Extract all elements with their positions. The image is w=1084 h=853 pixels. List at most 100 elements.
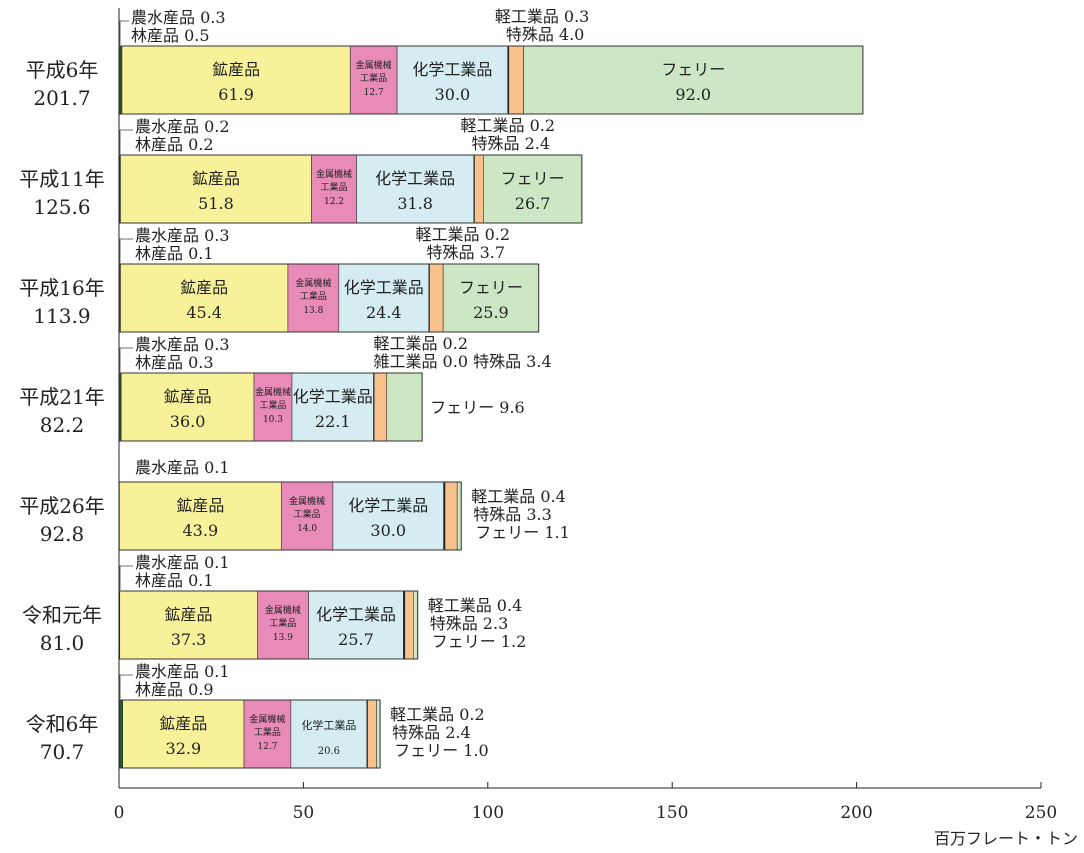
segment-label-metal-line2: 工業品	[360, 72, 387, 84]
callout-forest: 林産品 0.5	[131, 26, 210, 45]
callout-special: 特殊品 3.7	[427, 243, 506, 262]
bar-segment-chem	[356, 154, 475, 224]
segment-label-mineral: 鉱産品	[192, 169, 240, 188]
segment-label-metal-line2: 工業品	[321, 181, 348, 193]
x-tick-label: 200	[840, 803, 872, 823]
bar-segment-special	[474, 154, 484, 224]
labels-layer: 平成6年201.7鉱産品61.9金属機械工業品12.7化学工業品30.0フェリー…	[19, 7, 725, 764]
segment-label-metal-line1: 金属機械	[249, 713, 285, 725]
bar-segment-mineral	[120, 263, 289, 333]
callout-agri: 農水産品 0.3	[135, 226, 230, 245]
data-label-metal: 12.2	[324, 197, 344, 207]
bar-segment-special	[367, 699, 377, 769]
bar-group	[118, 481, 462, 551]
x-axis: 0 50 100 150 200 250	[114, 8, 1057, 823]
x-tick-label: 150	[656, 803, 688, 823]
x-tick-label: 100	[472, 803, 504, 823]
data-label-metal: 13.9	[273, 633, 293, 643]
bar-segment-ferry	[523, 45, 864, 115]
segment-label-metal-line2: 工業品	[300, 290, 327, 302]
x-axis-title: 百万フレート・トン	[934, 829, 1078, 848]
data-label-mineral: 36.0	[170, 412, 206, 431]
category-total: 70.7	[40, 740, 85, 764]
x-tick-label: 0	[114, 803, 125, 823]
data-label-ferry: 26.7	[515, 194, 551, 213]
callout-agri: 農水産品 0.1	[135, 553, 230, 572]
callout-forest: 林産品 0.9	[135, 680, 214, 699]
category-label: 平成21年	[19, 385, 104, 409]
data-label-metal: 10.3	[263, 415, 283, 425]
data-label-ferry: 25.9	[473, 303, 509, 322]
bar-segment-mineral	[119, 590, 258, 660]
callout-special: 特殊品 2.4	[392, 723, 471, 742]
callout-special: 特殊品 4.0	[506, 25, 585, 44]
bar-segment-mineral	[119, 481, 282, 551]
data-label-chem: 24.4	[366, 303, 402, 322]
bar-segment-ferry	[483, 154, 583, 224]
segment-label-chem: 化学工業品	[316, 605, 396, 624]
callout-forest: 林産品 0.2	[135, 135, 214, 154]
bar-segment-ferry	[376, 699, 381, 769]
segment-label-ferry: フェリー	[501, 169, 565, 188]
bar-group	[118, 263, 540, 333]
callout-forest: 林産品 0.1	[135, 571, 214, 590]
data-label-chem: 25.7	[338, 630, 374, 649]
callout-line	[119, 129, 133, 154]
segment-label-metal-line2: 工業品	[254, 726, 281, 738]
callout-misc-special: 雑工業品 0.0 特殊品 3.4	[373, 352, 551, 371]
segment-label-metal-line1: 金属機械	[356, 59, 392, 71]
data-label-metal: 13.8	[303, 306, 323, 316]
bar-group	[118, 45, 864, 115]
bar-segment-ferry	[386, 372, 423, 442]
bar-segment-chem	[332, 481, 444, 551]
callout-agri: 農水産品 0.3	[131, 8, 226, 27]
callout-special: 特殊品 2.3	[430, 614, 509, 633]
bar-group	[118, 699, 381, 769]
category-label: 平成16年	[19, 276, 104, 300]
callout-agri: 農水産品 0.2	[135, 117, 230, 136]
callout-line	[119, 565, 133, 590]
data-label-chem: 22.1	[315, 412, 351, 431]
data-label-mineral: 32.9	[166, 739, 202, 758]
segment-label-metal-line1: 金属機械	[289, 495, 325, 507]
segment-label-chem: 化学工業品	[412, 60, 492, 79]
bar-group	[118, 154, 583, 224]
segment-label-mineral: 鉱産品	[159, 714, 207, 733]
callout-light: 軽工業品 0.2	[416, 225, 511, 244]
bar-segment-chem	[338, 263, 430, 333]
callout-line	[119, 20, 129, 45]
callout-ferry: フェリー 1.1	[475, 523, 570, 542]
bar-segment-chem	[396, 45, 509, 115]
callout-ferry: フェリー 9.6	[430, 398, 525, 417]
bar-segment-ferry	[413, 590, 419, 660]
category-label: 平成6年	[26, 58, 99, 82]
bar-segment-mineral	[122, 699, 245, 769]
bar-segment-ferry	[442, 263, 539, 333]
data-label-mineral: 61.9	[218, 85, 254, 104]
data-label-metal: 12.7	[364, 88, 384, 98]
callout-agri: 農水産品 0.1	[135, 458, 230, 477]
bar-segment-mineral	[120, 372, 255, 442]
segment-label-metal-line2: 工業品	[259, 399, 286, 411]
callout-line	[119, 347, 133, 372]
bar-segment-ferry	[456, 481, 462, 551]
segment-label-chem: 化学工業品	[344, 278, 424, 297]
callout-special: 特殊品 2.4	[472, 134, 551, 153]
segment-label-chem: 化学工業品	[375, 169, 455, 188]
segment-label-metal-line2: 工業品	[294, 508, 321, 520]
segment-label-metal-line1: 金属機械	[265, 604, 301, 616]
bar-segment-metal	[243, 699, 292, 769]
data-label-mineral: 43.9	[183, 521, 219, 540]
segment-label-metal-line1: 金属機械	[295, 277, 331, 289]
callout-ferry: フェリー 1.2	[432, 632, 527, 651]
category-total: 113.9	[33, 304, 90, 328]
bar-segment-chem	[291, 372, 374, 442]
bar-segment-special	[404, 590, 414, 660]
bar-segment-mineral	[120, 154, 312, 224]
bar-segment-light	[507, 46, 509, 114]
category-label: 令和6年	[26, 712, 99, 736]
bar-segment-light	[443, 482, 446, 550]
x-tick-label: 250	[1025, 803, 1057, 823]
category-total: 92.8	[40, 522, 85, 546]
